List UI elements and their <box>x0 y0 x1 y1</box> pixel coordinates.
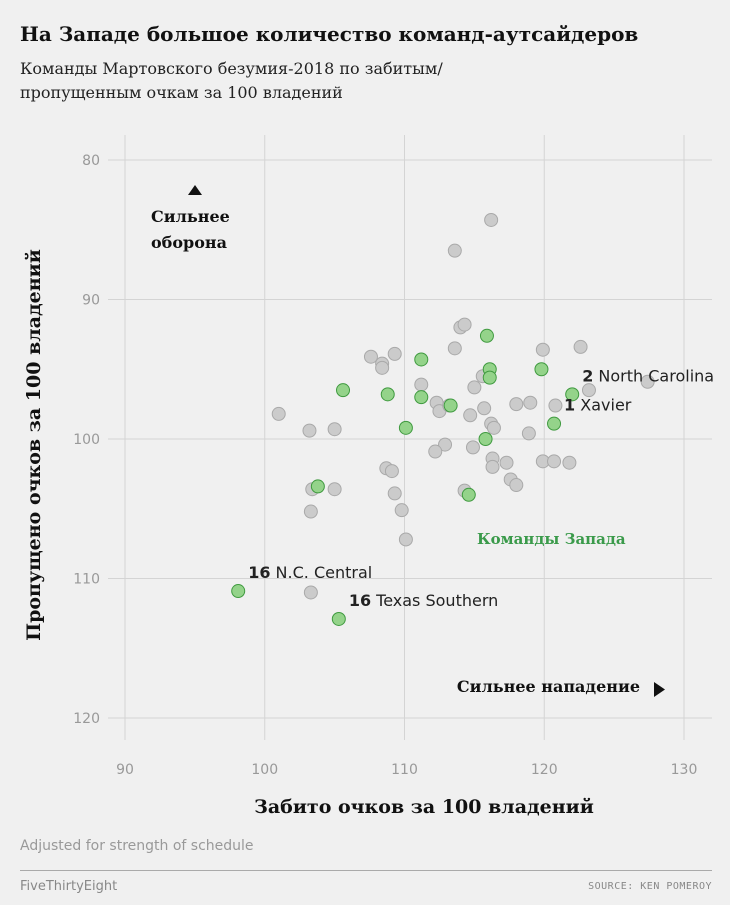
data-point-west <box>414 352 429 367</box>
x-tick-label: 100 <box>251 762 278 778</box>
data-point-west <box>565 387 580 402</box>
team-label: 16 N.C. Central <box>248 563 372 582</box>
data-point-other <box>535 342 550 357</box>
data-point-other <box>521 426 536 441</box>
team-label: 1 Xavier <box>564 396 632 415</box>
x-axis-ticks: 90 100 110 120 130 <box>116 762 697 778</box>
source-credit: SOURCE: KEN POMEROY <box>588 881 712 892</box>
data-point-other <box>463 408 478 423</box>
data-point-other <box>484 212 499 227</box>
data-point-other <box>414 377 429 392</box>
team-seed: 16 <box>248 563 270 582</box>
data-point-other <box>467 380 482 395</box>
footer-divider <box>20 870 712 871</box>
y-tick-label: 100 <box>73 432 100 448</box>
team-seed: 1 <box>564 396 575 415</box>
data-point-other <box>640 374 655 389</box>
team-name: Xavier <box>575 396 632 415</box>
data-point-other <box>548 398 563 413</box>
data-point-west <box>336 383 351 398</box>
data-point-west <box>331 611 346 626</box>
data-point-other <box>499 455 514 470</box>
x-tick-label: 130 <box>671 762 698 778</box>
data-point-other <box>303 504 318 519</box>
data-point-other <box>438 437 453 452</box>
offense-label: Сильнее нападение <box>457 677 640 696</box>
y-tick-label: 80 <box>82 153 100 169</box>
data-point-west <box>443 398 458 413</box>
team-label: 16 Texas Southern <box>349 591 498 610</box>
data-point-other <box>398 532 413 547</box>
data-point-west <box>479 328 494 343</box>
data-point-west <box>310 479 325 494</box>
y-axis-label: Пропущено очков за 100 владений <box>23 249 45 641</box>
data-point-other <box>465 440 480 455</box>
y-tick-label: 120 <box>73 711 100 727</box>
data-point-west <box>547 416 562 431</box>
data-point-other <box>327 422 342 437</box>
data-point-other <box>486 420 501 435</box>
chart-subtitle: Команды Мартовского безумия-2018 по заби… <box>20 59 443 102</box>
data-point-other <box>547 454 562 469</box>
data-point-other <box>509 397 524 412</box>
data-point-other <box>573 339 588 354</box>
up-arrow-icon <box>188 185 202 195</box>
defense-label-line-1: Сильнее <box>151 207 230 226</box>
defense-annotation: Сильнее оборона <box>151 185 230 252</box>
data-point-west <box>231 584 246 599</box>
data-point-west <box>380 387 395 402</box>
data-point-other <box>562 455 577 470</box>
data-point-other <box>303 585 318 600</box>
scatter-chart: 80 90 100 110 120 90 100 110 120 130 Сильнее обо… <box>23 135 714 818</box>
team-name: North Carolina <box>593 366 714 385</box>
grid-lines <box>108 135 712 740</box>
data-point-other <box>477 401 492 416</box>
data-point-west <box>478 432 493 446</box>
right-arrow-icon <box>654 682 665 697</box>
west-teams-label: Команды Запада <box>477 530 626 548</box>
data-point-west <box>461 487 476 502</box>
y-axis-ticks: 80 90 100 110 120 <box>73 153 100 727</box>
data-point-west <box>482 370 497 385</box>
chart-title: На Западе большое количество команд-аутс… <box>20 22 639 46</box>
data-point-other <box>581 383 596 398</box>
data-point-other <box>447 341 462 356</box>
west-teams-points <box>231 328 580 626</box>
data-point-other <box>485 459 500 474</box>
x-tick-label: 120 <box>531 762 558 778</box>
x-axis-label: Забито очков за 100 владений <box>254 796 594 818</box>
team-name: Texas Southern <box>371 591 498 610</box>
data-point-other <box>384 464 399 479</box>
data-point-other <box>387 346 402 361</box>
data-point-other <box>457 317 472 332</box>
team-seed: 16 <box>349 591 371 610</box>
data-point-other <box>509 478 524 493</box>
data-point-other <box>447 243 462 258</box>
data-point-other <box>394 503 409 518</box>
x-tick-label: 110 <box>391 762 418 778</box>
data-point-west <box>534 362 549 377</box>
x-tick-label: 90 <box>116 762 134 778</box>
data-point-other <box>523 395 538 410</box>
team-label: 2 North Carolina <box>582 366 714 385</box>
brand-name: FiveThirtyEight <box>20 879 118 894</box>
data-point-west <box>414 390 429 405</box>
y-tick-label: 90 <box>82 293 100 309</box>
footnote: Adjusted for strength of schedule <box>20 838 254 854</box>
data-point-other <box>271 406 286 421</box>
defense-label-line-2: оборона <box>151 233 227 252</box>
data-point-other <box>302 423 317 438</box>
data-point-other <box>327 482 342 497</box>
data-point-other <box>375 360 390 375</box>
data-point-other <box>428 444 443 459</box>
offense-annotation: Сильнее нападение <box>457 677 665 697</box>
other-teams-points <box>271 212 655 600</box>
y-tick-label: 110 <box>73 572 100 588</box>
data-point-west <box>398 420 413 435</box>
data-point-other <box>387 486 402 501</box>
team-name: N.C. Central <box>270 563 372 582</box>
data-point-other <box>363 349 378 364</box>
team-seed: 2 <box>582 366 593 385</box>
